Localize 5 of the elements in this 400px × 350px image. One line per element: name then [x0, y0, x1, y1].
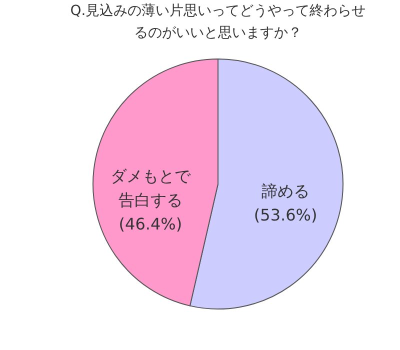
data-label: (46.4%) — [118, 214, 182, 234]
slice-label: 諦める — [262, 182, 310, 201]
data-label: (53.6%) — [254, 206, 318, 225]
slice-label: ダメもとで告白する — [110, 166, 192, 210]
chart-title: Q.見込みの薄い片思いってどうやって終わらせるのがいいと思いますか？ — [70, 3, 366, 41]
